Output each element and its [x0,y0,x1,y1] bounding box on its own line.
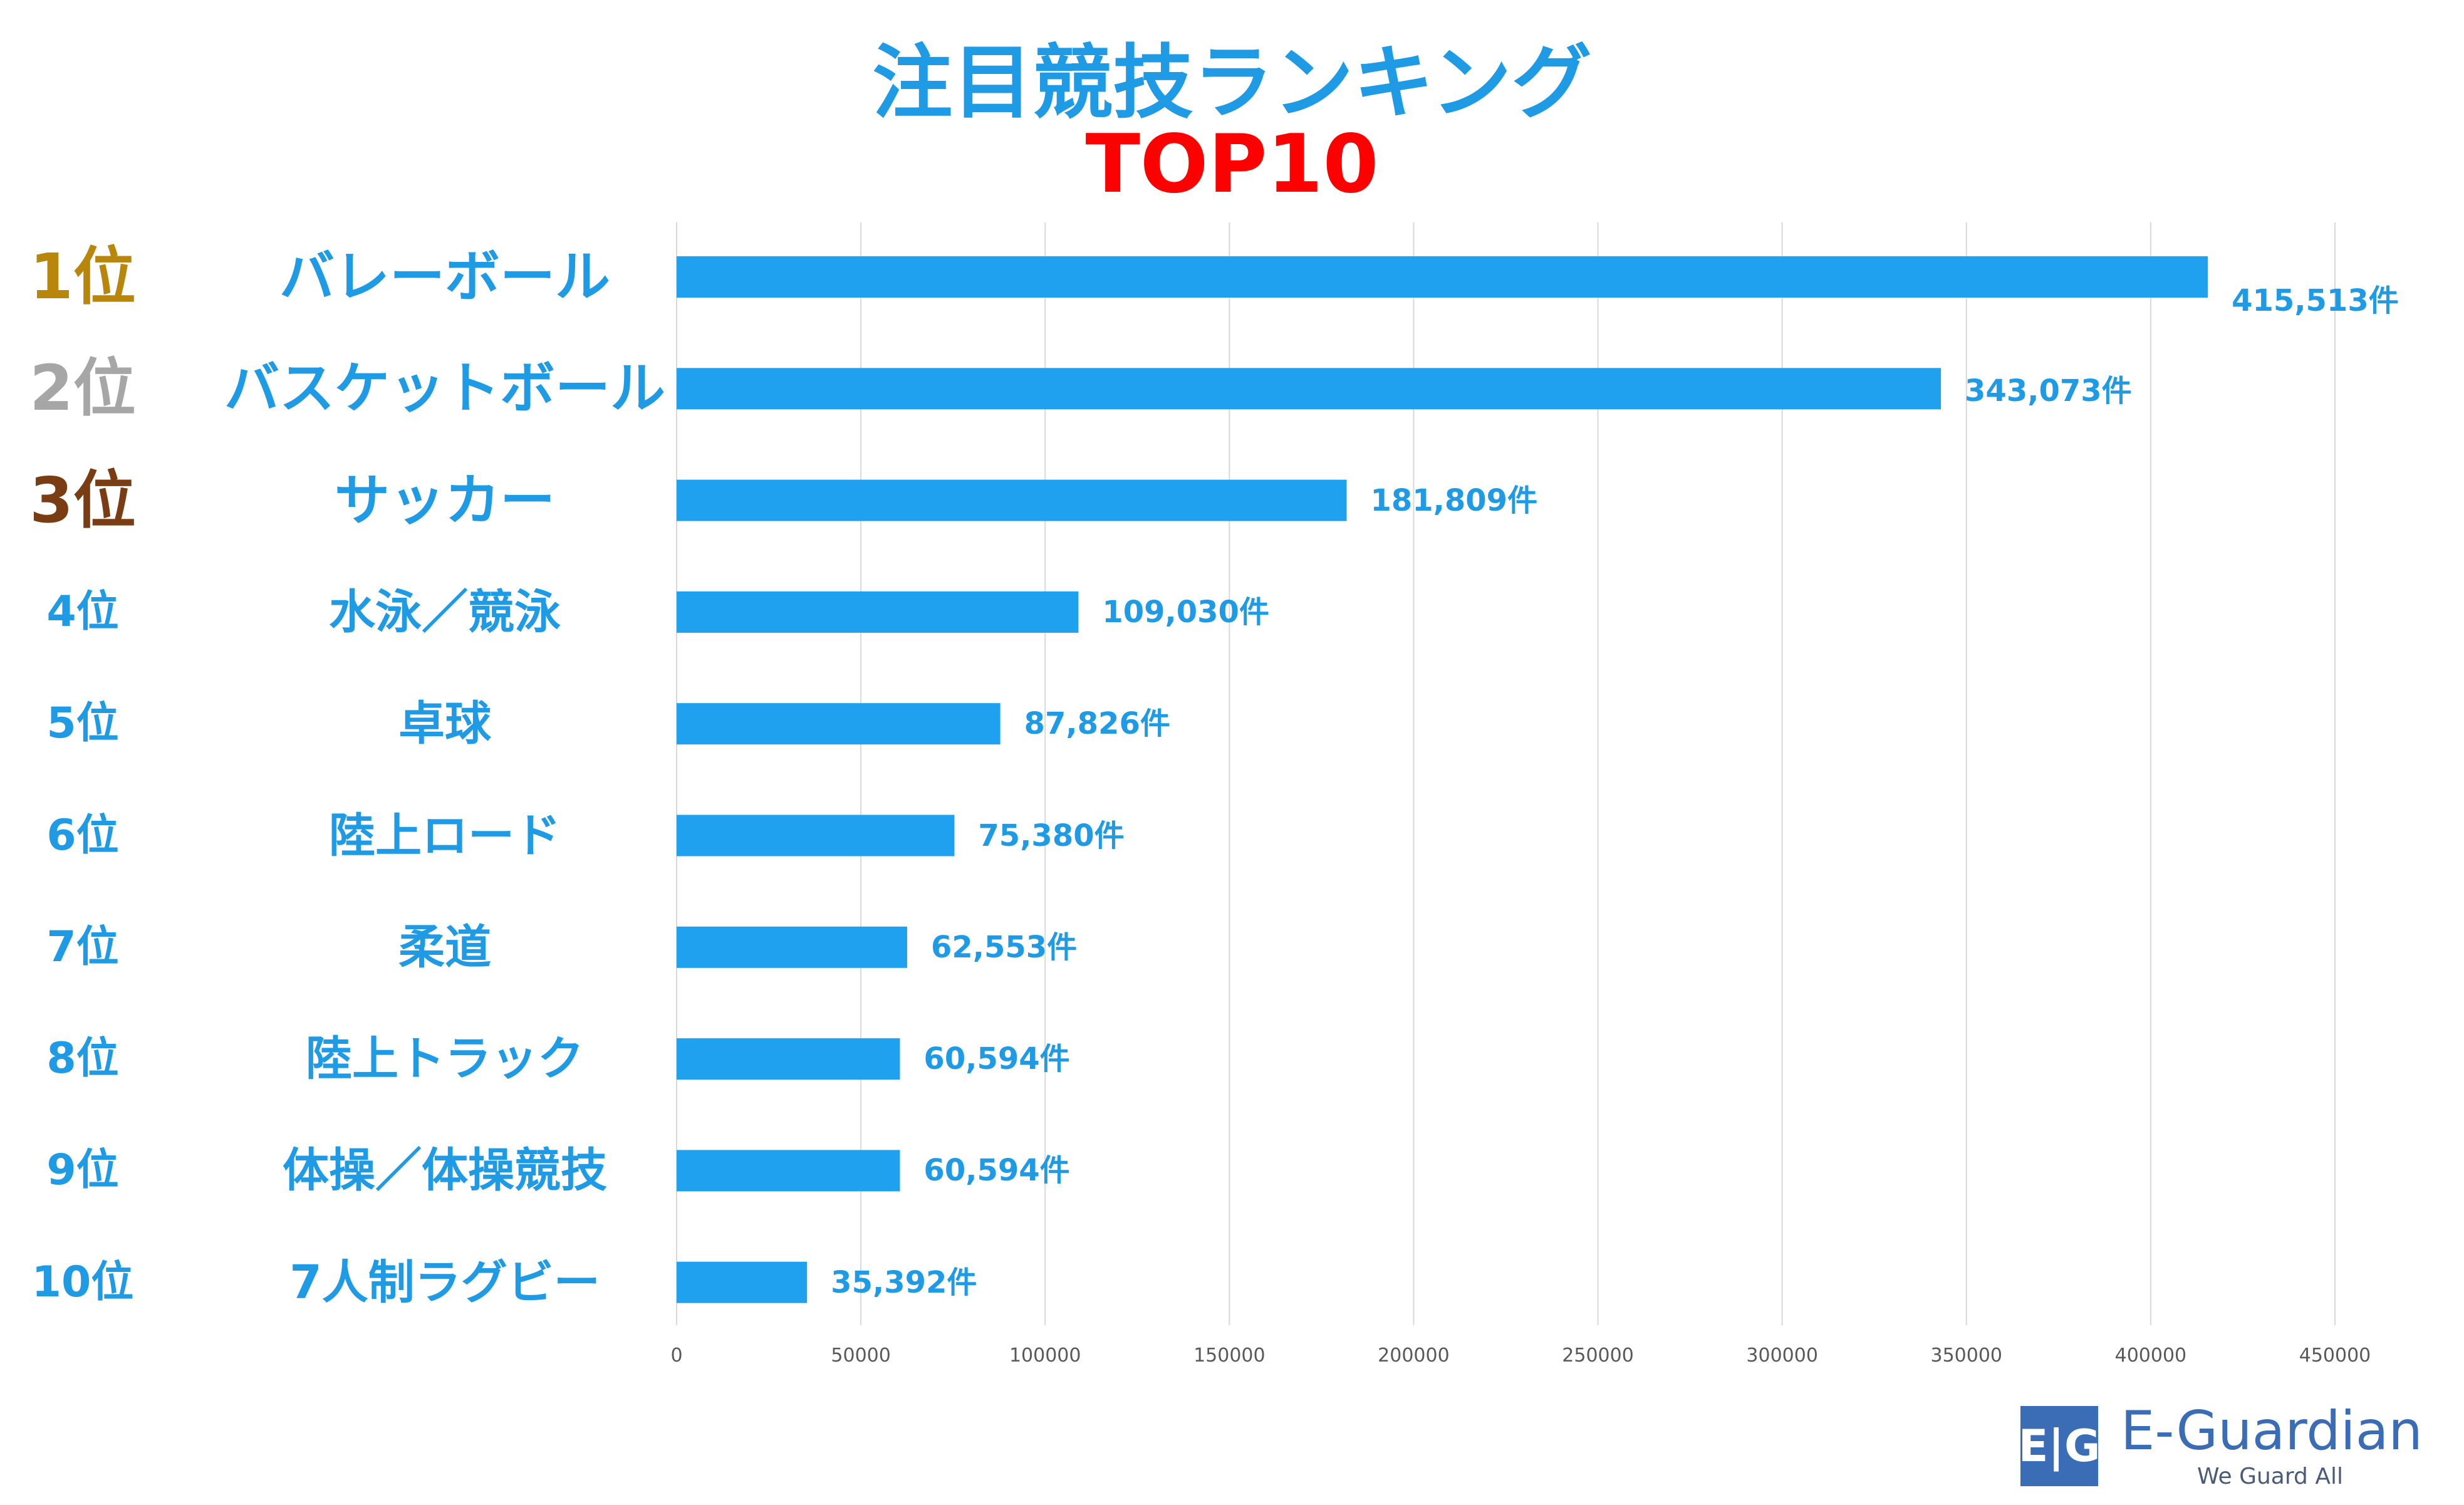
chart-title: 注目競技ランキング [872,36,1592,130]
x-tick-label: 150000 [1193,1345,1266,1367]
bar [677,591,1079,633]
x-tick-label: 400000 [2114,1345,2187,1367]
category-label: 卓球 [398,697,491,751]
rank-label: 6位 [46,810,119,860]
rank-label: 4位 [46,586,119,637]
data-label: 35,392件 [831,1264,977,1300]
rank-label: 7位 [46,922,119,972]
rank-label: 2位 [29,352,136,425]
bar [677,479,1347,521]
rank-label: 3位 [29,463,136,537]
rank-label: 10位 [31,1257,134,1307]
category-label: バスケットボール [224,356,666,421]
data-label: 415,513件 [2232,283,2399,318]
chart-subtitle: TOP10 [1085,118,1379,211]
x-tick-label: 450000 [2299,1345,2371,1367]
logo-name: E-Guardian [2121,1400,2423,1462]
x-tick-label: 250000 [1562,1345,1634,1367]
data-label: 75,380件 [978,818,1125,853]
rank-label: 8位 [46,1034,119,1084]
data-label: 62,553件 [930,929,1078,965]
bar [677,368,1942,410]
rank-label: 9位 [46,1145,119,1195]
category-label: 陸上ロード [329,808,561,863]
data-label: 109,030件 [1102,594,1269,630]
category-label: 柔道 [398,920,491,974]
data-label: 87,826件 [1024,706,1170,742]
bar [677,1038,900,1080]
e-guardian-logo: E|G E-Guardian We Guard All [2019,1400,2434,1490]
rank-label: 1位 [29,240,136,313]
logo-tagline: We Guard All [2197,1464,2343,1489]
rank-label: 5位 [46,699,119,749]
category-label: 水泳／競泳 [329,585,561,639]
logo-mark-icon: E|G [2019,1406,2100,1486]
data-label: 181,809件 [1370,482,1538,518]
x-tick-label: 200000 [1378,1345,1450,1367]
category-label: バレーボール [279,244,611,309]
bar [677,926,907,968]
category-label: サッカー [334,467,556,533]
category-label: 陸上トラック [306,1032,584,1086]
bar [677,703,1001,745]
bar [677,1261,808,1303]
x-tick-label: 100000 [1009,1345,1081,1367]
data-label: 60,594件 [923,1041,1070,1077]
x-tick-label: 300000 [1746,1345,1818,1367]
bar [677,1150,900,1192]
category-label: 7人制ラグビー [289,1255,600,1310]
x-tick-label: 50000 [831,1345,891,1367]
data-label: 343,073件 [1965,373,2132,409]
x-tick-label: 0 [670,1345,683,1367]
category-label: 体操／体操競技 [283,1143,607,1198]
bar [677,256,2208,298]
bar [677,815,955,857]
x-tick-label: 350000 [1930,1345,2003,1367]
data-label: 60,594件 [923,1153,1070,1189]
